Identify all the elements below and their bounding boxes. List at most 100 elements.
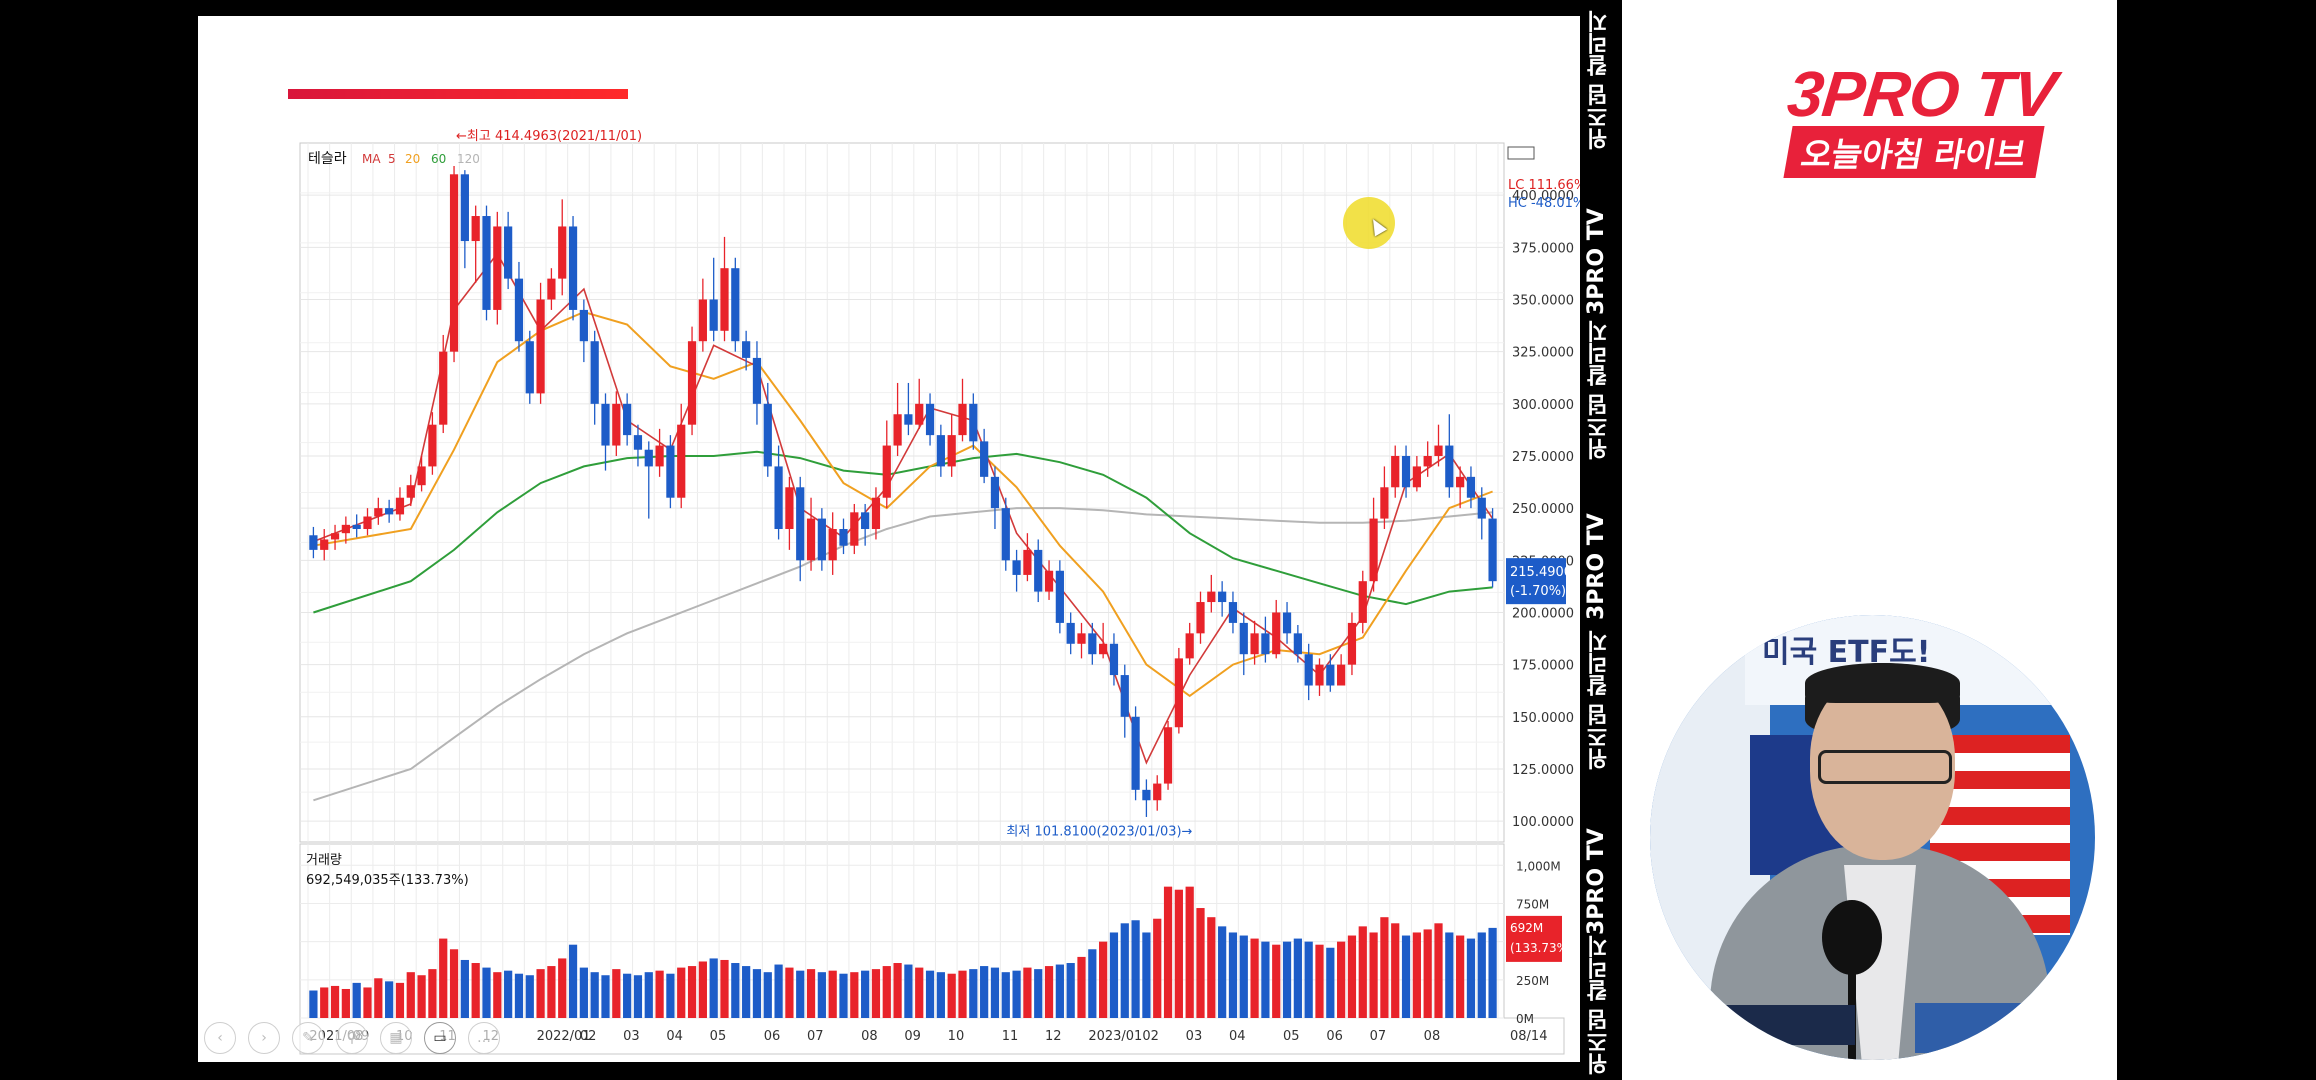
candle-body	[1445, 445, 1454, 488]
ticker-text: 위즈덤 칼리지	[1587, 10, 1612, 150]
volume-bar	[1304, 941, 1313, 1018]
volume-bar	[1488, 927, 1497, 1018]
candle-body	[1153, 783, 1162, 801]
volume-bar	[806, 969, 816, 1018]
candle-body	[1401, 455, 1411, 488]
candle-body	[1120, 675, 1129, 717]
candle-body	[655, 445, 664, 467]
volume-bar	[1001, 972, 1010, 1018]
candle-body	[1142, 789, 1151, 801]
x-tick-label: 05	[710, 1029, 727, 1044]
high-annotation: ←최고 414.4963(2021/11/01)	[456, 129, 642, 144]
candle-body	[687, 341, 697, 425]
candle-body	[330, 533, 340, 540]
volume-bar	[612, 969, 621, 1018]
volume-bar	[601, 975, 610, 1018]
candle-body	[1434, 445, 1443, 456]
candle-body	[861, 512, 870, 530]
candle-body	[1391, 455, 1400, 488]
volume-bar	[1272, 944, 1281, 1018]
pen-icon[interactable]: ✎	[292, 1022, 324, 1054]
ticker-text: 위즈덤 칼리지	[1587, 935, 1612, 1075]
x-tick-label: 03	[623, 1029, 640, 1044]
candle-body	[774, 466, 783, 530]
desk-sign-left	[1715, 1005, 1855, 1045]
slide-controls: ‹ › ✎ ⚲ ▦ ▭ …	[204, 1022, 500, 1054]
candle-body	[666, 445, 675, 498]
zoom-icon[interactable]: ⚲	[336, 1022, 368, 1054]
candle-body	[352, 524, 361, 530]
next-slide-icon[interactable]: ›	[248, 1022, 280, 1054]
candle-body	[1218, 591, 1227, 603]
x-tick-label: 08/14	[1510, 1029, 1547, 1044]
camera-icon[interactable]: ▭	[424, 1022, 456, 1054]
candle-body	[1412, 466, 1421, 488]
grid-icon[interactable]: ▦	[380, 1022, 412, 1054]
candle-body	[1066, 622, 1075, 644]
x-tick-label: 11	[1002, 1029, 1019, 1044]
candle-body	[493, 226, 502, 310]
volume-bar	[1369, 932, 1378, 1018]
ticker-text: 위즈덤 칼리지	[1587, 320, 1612, 460]
candle-body	[590, 341, 599, 404]
candle-body	[547, 278, 556, 300]
volume-bar	[969, 969, 978, 1018]
presenter-face	[1810, 675, 1955, 860]
candle-body	[482, 216, 491, 310]
desk-sign-right	[1915, 1003, 2035, 1053]
x-tick-label: 05	[1283, 1029, 1300, 1044]
volume-bar	[1358, 926, 1367, 1018]
candle-body	[417, 466, 426, 486]
volume-bar	[547, 966, 556, 1018]
last-volume-label: 692M	[1510, 921, 1543, 935]
volume-bar	[1077, 956, 1086, 1018]
volume-bar	[817, 972, 826, 1018]
x-tick-label: 02	[580, 1029, 597, 1044]
candle-body	[958, 403, 967, 436]
candle-body	[385, 508, 394, 515]
candle-body	[1001, 508, 1010, 561]
candle-body	[785, 487, 794, 530]
candle-body	[1228, 602, 1238, 623]
volume-bar	[395, 982, 405, 1018]
candle-body	[1456, 476, 1465, 488]
volume-bar	[1412, 932, 1421, 1018]
volume-bar	[915, 967, 924, 1018]
volume-bar	[493, 972, 502, 1018]
candle-body	[374, 508, 383, 517]
y-tick-label: 175.0000	[1512, 659, 1574, 674]
volume-bar	[1337, 941, 1346, 1018]
volume-bar	[1423, 929, 1432, 1018]
candle-body	[525, 341, 534, 394]
volume-bar	[514, 973, 524, 1018]
volume-bar	[709, 958, 718, 1018]
candle-body	[1358, 581, 1367, 623]
volume-bar	[861, 970, 870, 1018]
volume-bar	[428, 969, 437, 1018]
volume-bar	[731, 963, 740, 1018]
candle-body	[1044, 570, 1054, 592]
candle-body	[1163, 727, 1173, 784]
volume-bar	[385, 981, 394, 1018]
candle-body	[439, 351, 448, 425]
candle-body	[742, 341, 751, 358]
volume-bar	[1261, 941, 1270, 1018]
more-icon[interactable]: …	[468, 1022, 500, 1054]
last-price-box	[1506, 558, 1566, 605]
candle-body	[623, 403, 632, 436]
volume-bar	[828, 970, 837, 1018]
x-tick-label: 07	[807, 1029, 824, 1044]
volume-bar	[871, 969, 881, 1018]
candle-body	[925, 403, 935, 436]
candle-body	[763, 403, 772, 467]
hc-info: HC -48.01%	[1508, 196, 1580, 211]
volume-bar	[655, 970, 664, 1018]
prev-slide-icon[interactable]: ‹	[204, 1022, 236, 1054]
last-change-label: (-1.70%)	[1510, 584, 1566, 599]
low-annotation: 최저 101.8100(2023/01/03)→	[1006, 824, 1192, 839]
candle-body	[1131, 716, 1140, 790]
candle-body	[817, 518, 826, 561]
last-volume-change: (133.73%)	[1510, 941, 1573, 955]
candle-body	[828, 529, 837, 561]
legend-ma-label: MA	[362, 152, 381, 166]
